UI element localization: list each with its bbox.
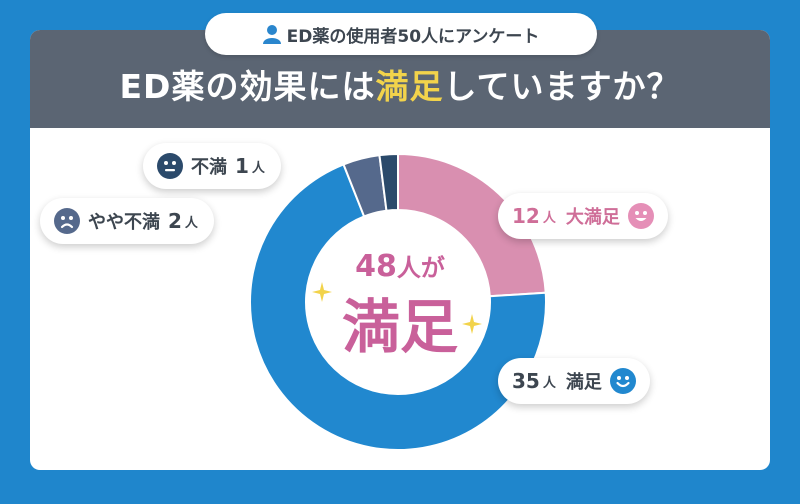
neutral-face-icon — [157, 153, 183, 179]
sad-face-icon — [54, 208, 80, 234]
page-title: ED薬の効果には満足していますか？ — [30, 60, 770, 108]
callout-label: 満足 — [565, 372, 602, 393]
survey-pill: ED薬の使用者50人にアンケート — [205, 13, 597, 55]
callout-label: やや不満 — [88, 212, 160, 233]
title-highlight: 満足 — [375, 67, 444, 106]
callout-label: 不満 — [191, 157, 227, 178]
callout-unsatisfied: 不満 1 人 — [143, 143, 281, 189]
callout-count: 1 — [235, 154, 249, 178]
callout-unit: 人 — [184, 215, 198, 231]
title-part2: していますか？ — [443, 67, 681, 106]
happy-face-icon — [609, 368, 636, 394]
donut-slice-1 — [249, 163, 547, 451]
callout-unit: 人 — [542, 375, 556, 391]
donut-hole — [307, 211, 489, 393]
callout-count: 35 — [512, 369, 540, 393]
donut-slice-3 — [378, 152, 399, 212]
survey-pill-text: ED薬の使用者50人にアンケート — [286, 26, 540, 47]
callout-unit: 人 — [251, 160, 265, 176]
person-icon — [262, 25, 281, 44]
callout-count: 12 — [512, 204, 540, 228]
survey-card: ED薬の効果には満足していますか？ — [30, 30, 770, 470]
callout-unit: 人 — [542, 210, 556, 226]
callout-count: 2 — [168, 209, 182, 233]
title-part1: ED薬の効果には — [119, 67, 376, 106]
callout-very-satisfied: 12 人 大満足 — [498, 193, 668, 239]
callout-satisfied: 35 人 満足 — [498, 358, 650, 404]
callout-label: 大満足 — [565, 207, 620, 228]
donut-slice-0 — [397, 152, 547, 298]
callout-somewhat-unsatisfied: やや不満 2 人 — [40, 198, 214, 244]
happy-face-icon — [627, 203, 654, 229]
